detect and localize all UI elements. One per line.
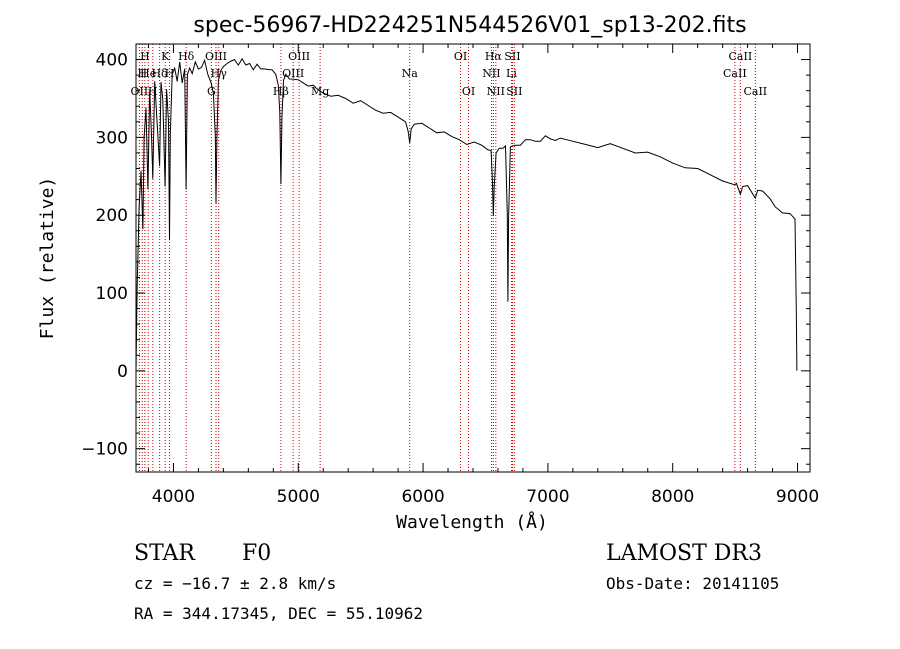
line-label: CaII <box>743 85 767 98</box>
y-tick-label: 300 <box>96 128 128 148</box>
line-label: Hβ <box>273 85 289 98</box>
line-label: OIII <box>282 67 304 80</box>
x-axis-label: Wavelength (Å) <box>396 511 548 533</box>
obs-date: Obs-Date: 20141105 <box>606 574 779 593</box>
x-tick-label: 4000 <box>152 487 195 507</box>
y-axis-ticks: −100 0 100 200 300 400 <box>81 43 810 465</box>
line-label: Hα <box>485 50 503 63</box>
y-tick-label: 0 <box>117 362 128 382</box>
line-label: SII <box>506 85 522 98</box>
chart-title: spec-56967-HD224251N544526V01_sp13-202.f… <box>193 13 746 38</box>
y-tick-label: 200 <box>96 206 128 226</box>
x-tick-label: 9000 <box>776 487 819 507</box>
object-subclass: F0 <box>242 541 271 566</box>
line-label: OIII <box>288 50 310 63</box>
line-label: K <box>161 50 170 63</box>
line-label: SII <box>504 50 520 63</box>
x-tick-label: 7000 <box>526 487 569 507</box>
line-label: OI <box>454 50 467 63</box>
y-axis-label: Flux (relative) <box>37 177 58 340</box>
line-label: OIII <box>205 50 227 63</box>
line-label: CaII <box>723 67 747 80</box>
line-label: H <box>148 85 158 98</box>
line-label: CaII <box>729 50 753 63</box>
survey-name: LAMOST DR3 <box>606 541 762 566</box>
line-label: Hγ <box>211 67 228 80</box>
line-label: Hδ <box>178 50 195 63</box>
y-tick-label: 400 <box>96 51 128 71</box>
x-tick-label: 8000 <box>651 487 694 507</box>
line-label: OII <box>131 85 149 98</box>
line-label: G <box>207 85 216 98</box>
line-label: Na <box>402 67 419 80</box>
object-class: STAR <box>134 541 196 566</box>
plot-frame <box>135 43 811 473</box>
line-label: Hδ <box>151 67 168 80</box>
x-axis-ticks: 4000 5000 6000 7000 8000 9000 <box>147 44 819 507</box>
line-label: H <box>137 67 147 80</box>
coordinates: RA = 344.17345, DEC = 55.10962 <box>134 604 423 623</box>
y-tick-label: −100 <box>81 440 128 460</box>
line-label: OI <box>462 85 475 98</box>
line-label: H <box>140 50 150 63</box>
line-label: H <box>165 67 175 80</box>
spectrum-line <box>135 57 798 371</box>
line-label: He <box>140 67 156 80</box>
x-tick-label: 6000 <box>401 487 444 507</box>
line-markers <box>138 44 756 472</box>
y-tick-label: 100 <box>96 284 128 304</box>
line-label: NII <box>482 67 500 80</box>
redshift-cz: cz = −16.7 ± 2.8 km/s <box>134 574 336 593</box>
x-tick-label: 5000 <box>277 487 320 507</box>
line-labels: OIIHHHeHHδKHHδGOIIIHγHβOIIIOIIIMgNaOIOIN… <box>131 50 768 98</box>
line-label: NII <box>487 85 505 98</box>
line-label: Li <box>506 67 517 80</box>
